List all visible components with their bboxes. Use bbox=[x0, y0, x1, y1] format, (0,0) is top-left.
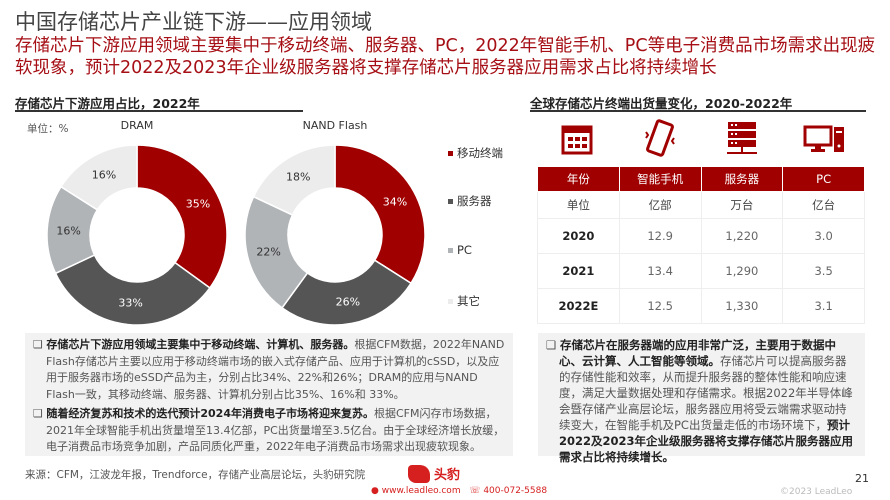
data-label: 16% bbox=[56, 224, 81, 238]
nand-chart-title: NAND Flash bbox=[302, 119, 368, 132]
table-cell: 1,220 bbox=[700, 218, 784, 254]
leopard-logo-icon bbox=[408, 464, 430, 483]
table-cell: 亿台 bbox=[782, 191, 865, 219]
left-section-rule bbox=[15, 110, 303, 112]
legend-swatch bbox=[448, 299, 453, 304]
legend-swatch bbox=[448, 151, 453, 156]
logo-text: 头豹 bbox=[434, 468, 461, 483]
table-cell: 3.0 bbox=[782, 218, 865, 254]
table-cell: 3.5 bbox=[782, 253, 865, 289]
table-unit-row: 单位 亿部 万台 亿台 bbox=[537, 191, 865, 219]
note-paragraph: ❑ 随着经济复苏和技术的迭代预计2024年消费电子市场将迎来复苏。根据CFM闪存… bbox=[33, 407, 505, 453]
unit-label: 单位：% bbox=[27, 123, 69, 135]
table-cell: 单位 bbox=[537, 191, 620, 219]
table-cell: 2022E bbox=[537, 288, 620, 324]
table-cell: 亿部 bbox=[618, 191, 702, 219]
data-label: 18% bbox=[286, 170, 311, 184]
table-cell: 1,330 bbox=[700, 288, 784, 324]
table-row: 2021 13.4 1,290 3.5 bbox=[537, 253, 865, 289]
data-label: 35% bbox=[185, 197, 211, 211]
donut-slice-服务器 bbox=[54, 254, 211, 326]
note-text: 根据CFM闪存市场数据，2021年全球智能手机出货量增至13.4亿部，PC出货量… bbox=[46, 407, 505, 453]
legend-item: 服务器 bbox=[448, 193, 492, 209]
table-row: 2022E 12.5 1,330 3.1 bbox=[537, 288, 865, 324]
data-label: 34% bbox=[382, 195, 408, 209]
shipment-table: 年份 智能手机 服务器 PC 单位 亿部 万台 亿台 2020 12.9 1,2… bbox=[537, 166, 865, 324]
legend-swatch bbox=[448, 199, 453, 204]
right-section-title: 全球存储芯片终端出货量变化，2020-2022年 bbox=[530, 96, 793, 111]
calendar-icon bbox=[561, 125, 593, 155]
donut-slice-其它 bbox=[59, 144, 138, 211]
data-label: 33% bbox=[118, 296, 143, 310]
note-paragraph: ❑ 存储芯片下游应用领域主要集中于移动终端、计算机、服务器。根据CFM数据，20… bbox=[33, 338, 505, 401]
donut-slice-服务器 bbox=[281, 259, 413, 326]
note-bold: 随着经济复苏和技术的迭代预计2024年消费电子市场将迎来复苏。 bbox=[46, 407, 374, 420]
legend-label: 移动终端 bbox=[457, 146, 503, 160]
donut-slice-其它 bbox=[252, 144, 336, 216]
phone-icon: ☏ bbox=[469, 486, 481, 496]
legend-label: 服务器 bbox=[457, 194, 492, 208]
column-header: 智能手机 bbox=[618, 166, 702, 192]
donut-slice-移动终端 bbox=[334, 144, 426, 285]
website-link[interactable]: www.leadleo.com bbox=[381, 486, 461, 496]
data-label: 16% bbox=[91, 168, 117, 182]
column-header: 服务器 bbox=[700, 166, 784, 192]
legend-item: 其它 bbox=[448, 293, 480, 309]
note-text: 存储芯片可以提高服务器的存储性能和效率，从而提升服务器的整体性能和响应速度，满足… bbox=[559, 354, 853, 432]
table-header-row: 年份 智能手机 服务器 PC bbox=[537, 166, 865, 192]
source-note: 来源：CFM，江波龙年报，Trendforce，存储产业高层论坛，头豹研究院 bbox=[25, 469, 366, 481]
smartphone-icon bbox=[645, 119, 675, 157]
data-label: 22% bbox=[256, 245, 281, 259]
globe-icon: ● bbox=[371, 486, 379, 496]
legend-item: PC bbox=[448, 243, 472, 257]
data-label: 26% bbox=[335, 295, 361, 309]
left-section-title: 存储芯片下游应用占比，2022年 bbox=[15, 96, 200, 111]
dram-chart-title: DRAM bbox=[120, 119, 154, 132]
contact-info: ● www.leadleo.com ☏ 400-072-5588 bbox=[371, 486, 547, 496]
note-bold: 存储芯片在服务器端的应用非常广泛，主要用于数据中心、云计算、人工智能等领域。 bbox=[559, 338, 836, 368]
server-icon bbox=[727, 122, 757, 154]
legend-swatch bbox=[448, 248, 453, 253]
phone-number: 400-072-5588 bbox=[483, 486, 548, 496]
column-header: PC bbox=[782, 166, 865, 192]
table-cell: 3.1 bbox=[782, 288, 865, 324]
table-row: 2020 12.9 1,220 3.0 bbox=[537, 218, 865, 254]
table-cell: 12.5 bbox=[618, 288, 702, 324]
right-section-rule bbox=[530, 110, 866, 112]
donut-slice-移动终端 bbox=[136, 144, 228, 289]
donut-charts bbox=[46, 144, 426, 326]
table-cell: 12.9 bbox=[618, 218, 702, 254]
left-notes-box: ❑ 存储芯片下游应用领域主要集中于移动终端、计算机、服务器。根据CFM数据，20… bbox=[25, 333, 513, 456]
note-text: 根据CFM数据，2022年NAND Flash存储芯片主要以应用于移动终端市场的… bbox=[46, 338, 505, 401]
note-paragraph: ❑ 存储芯片在服务器端的应用非常广泛，主要用于数据中心、云计算、人工智能等领域。… bbox=[546, 338, 854, 464]
note-bold: 存储芯片下游应用领域主要集中于移动终端、计算机、服务器。 bbox=[46, 338, 355, 351]
table-cell: 万台 bbox=[700, 191, 784, 219]
right-note-box: ❑ 存储芯片在服务器端的应用非常广泛，主要用于数据中心、云计算、人工智能等领域。… bbox=[538, 333, 865, 464]
legend-item: 移动终端 bbox=[448, 145, 503, 161]
legend-label: PC bbox=[457, 243, 472, 257]
page-number: 21 bbox=[855, 472, 869, 485]
leadleo-logo: 头豹 bbox=[408, 464, 460, 483]
page-subtitle: 存储芯片下游应用领域主要集中于移动终端、服务器、PC，2022年智能手机、PC等… bbox=[15, 36, 876, 78]
table-cell: 2021 bbox=[537, 253, 620, 289]
desktop-pc-icon bbox=[803, 125, 844, 152]
note-bold: 预计2022及2023年企业级服务器将支撑存储芯片服务器应用需求占比将持续增长。 bbox=[559, 418, 854, 464]
table-cell: 1,290 bbox=[700, 253, 784, 289]
legend-label: 其它 bbox=[457, 294, 480, 308]
table-cell: 13.4 bbox=[618, 253, 702, 289]
copyright: ©2023 LeadLeo bbox=[780, 487, 853, 497]
column-header: 年份 bbox=[537, 166, 620, 192]
page-title: 中国存储芯片产业链下游——应用领域 bbox=[15, 10, 372, 34]
table-cell: 2020 bbox=[537, 218, 620, 254]
